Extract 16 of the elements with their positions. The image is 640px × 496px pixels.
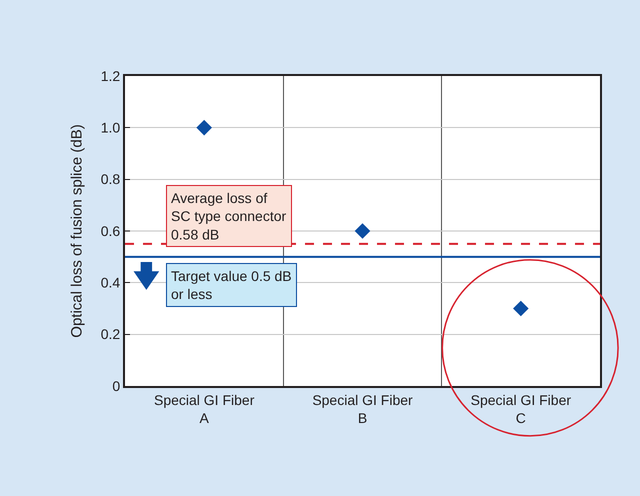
y-tick-label: 1.0 xyxy=(100,120,120,136)
x-tick-label: Special GI Fiber C xyxy=(470,392,572,426)
y-tick-label: 0 xyxy=(112,378,120,394)
x-tick-label: Special GI Fiber A xyxy=(154,392,255,426)
point xyxy=(513,300,529,316)
y-tick-label: 1.2 xyxy=(100,68,120,84)
y-tick-label: 0.8 xyxy=(100,171,120,188)
y-tick-label: 0.4 xyxy=(100,274,120,291)
x-tick-label: Special GI Fiber B xyxy=(312,392,414,426)
y-tick-label: 0.6 xyxy=(100,222,120,239)
point xyxy=(354,223,370,239)
ref-line-label: Average loss of SC type connector 0.58 dB xyxy=(171,190,287,242)
legend-label: Target value 0.5 dB or less xyxy=(171,268,292,302)
y-tick-label: 0.2 xyxy=(100,326,120,342)
point xyxy=(196,120,212,136)
y-axis-title: Optical loss of fusion splice (dB) xyxy=(68,124,86,338)
